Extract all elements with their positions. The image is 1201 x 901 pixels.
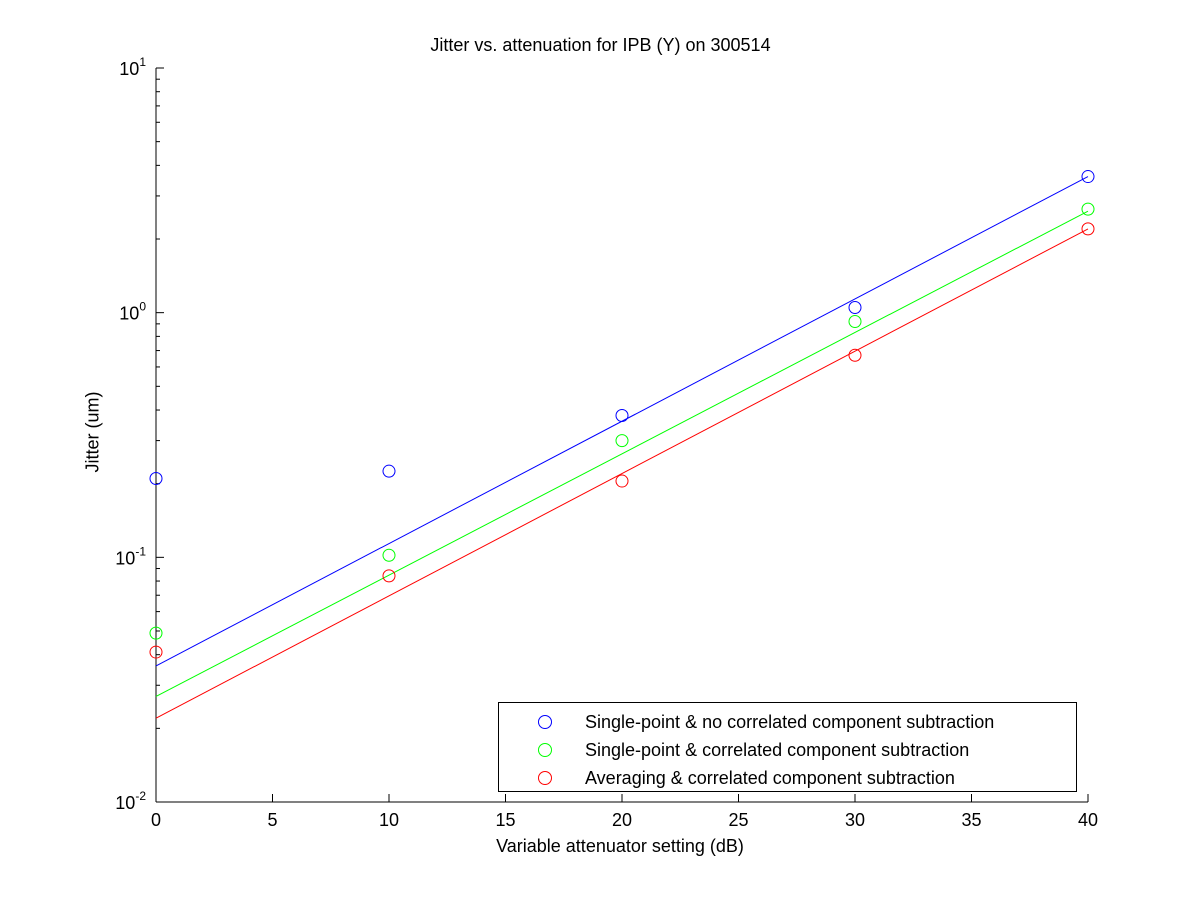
data-point-series-1 [848, 300, 862, 314]
fit-lines [155, 176, 1089, 719]
x-tick-label: 0 [151, 810, 161, 830]
data-point-series-1 [382, 464, 396, 478]
data-point-series-3 [615, 474, 629, 488]
data-point-series-3 [382, 569, 396, 583]
data-point-series-3 [1081, 222, 1095, 236]
data-point-series-3 [149, 645, 163, 659]
x-tick-label: 5 [267, 810, 277, 830]
y-tick-label: 100 [119, 300, 146, 324]
data-point-series-1 [149, 471, 163, 485]
legend-label-series-3: Averaging & correlated component subtrac… [585, 767, 955, 788]
fit-line-series-2 [155, 210, 1089, 697]
x-tick-label: 25 [728, 810, 748, 830]
x-axis-label: Variable attenuator setting (dB) [496, 836, 744, 856]
data-point-series-2 [848, 315, 862, 329]
data-point-series-2 [615, 434, 629, 448]
data-markers [149, 170, 1095, 659]
x-tick-label: 10 [379, 810, 399, 830]
legend-item-series-2: Single-point & correlated component subt… [499, 736, 969, 764]
legend-marker-series-3 [538, 771, 552, 785]
x-tick-label: 40 [1078, 810, 1098, 830]
x-tick-label: 15 [495, 810, 515, 830]
legend: Single-point & no correlated component s… [498, 702, 1077, 792]
x-tick-label: 30 [845, 810, 865, 830]
x-tick-label: 20 [612, 810, 632, 830]
data-point-series-1 [1081, 170, 1095, 184]
legend-label-series-2: Single-point & correlated component subt… [585, 739, 970, 760]
legend-marker-series-2 [538, 743, 552, 757]
data-point-series-2 [382, 548, 396, 562]
data-point-series-2 [149, 626, 163, 640]
axes: 0 5 10 15 20 25 30 35 40 10-2 10-1 100 101 [115, 55, 1098, 830]
data-point-series-1 [615, 408, 629, 422]
y-tick-label: 10-1 [115, 544, 146, 568]
legend-marker-series-1 [538, 715, 552, 729]
legend-item-series-1: Single-point & no correlated component s… [499, 708, 994, 736]
legend-label-series-1: Single-point & no correlated component s… [585, 711, 995, 732]
x-tick-label: 35 [961, 810, 981, 830]
y-tick-label: 101 [119, 55, 146, 79]
data-point-series-2 [1081, 202, 1095, 216]
legend-item-series-3: Averaging & correlated component subtrac… [499, 764, 955, 792]
chart-title: Jitter vs. attenuation for IPB (Y) on 30… [430, 35, 771, 55]
fit-line-series-3 [155, 228, 1089, 719]
y-tick-label: 10-2 [115, 789, 146, 813]
data-point-series-3 [848, 348, 862, 362]
y-axis-label: Jitter (um) [82, 391, 103, 473]
